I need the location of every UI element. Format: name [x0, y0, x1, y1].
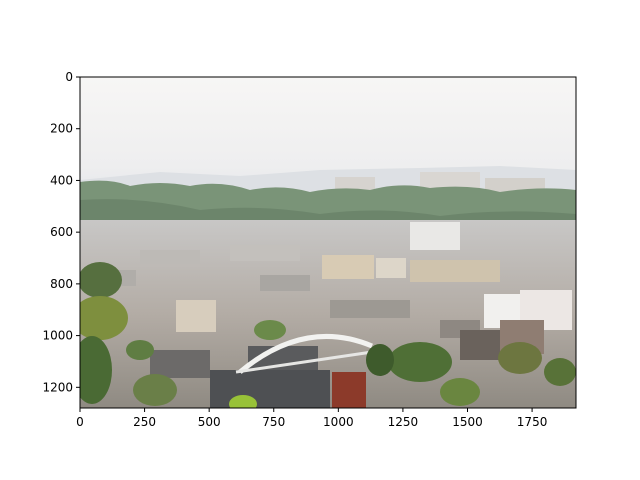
x-tick-label: 250	[133, 415, 156, 429]
x-tick-label: 750	[262, 415, 285, 429]
y-tick-label: 1200	[42, 380, 73, 394]
y-tick-label: 0	[65, 70, 73, 84]
x-tick-label: 1000	[323, 415, 354, 429]
y-tick-label: 200	[50, 122, 73, 136]
bridge-arch	[238, 334, 373, 374]
bridge-deck	[235, 350, 373, 374]
x-tick-label: 1250	[388, 415, 419, 429]
foliage	[80, 262, 576, 408]
y-axis: 0 200 400 600 800 1000 1200	[42, 70, 80, 394]
y-tick-label: 1000	[42, 329, 73, 343]
x-tick-label: 1500	[452, 415, 483, 429]
x-tick-label: 500	[198, 415, 221, 429]
photo-image	[80, 77, 576, 408]
x-tick-label: 1750	[517, 415, 548, 429]
axes-frame	[79, 76, 577, 409]
y-tick-label: 400	[50, 173, 73, 187]
x-tick-label: 0	[76, 415, 84, 429]
y-tick-label: 600	[50, 225, 73, 239]
x-axis: 0 250 500 750 1000 1250 1500 1750	[76, 408, 547, 429]
y-tick-label: 800	[50, 277, 73, 291]
horizon-building	[335, 177, 375, 191]
